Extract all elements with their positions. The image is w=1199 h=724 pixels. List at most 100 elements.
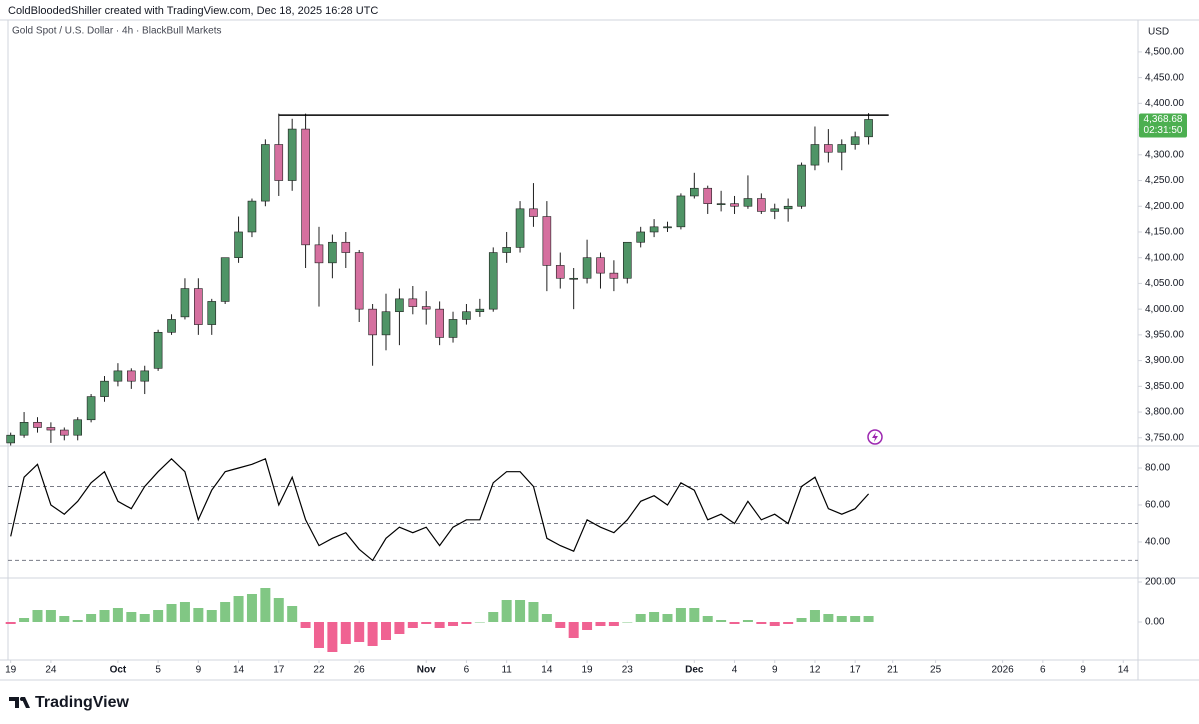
histogram-bar (662, 614, 673, 622)
y-tick-label: 3,900.00 (1145, 355, 1184, 366)
histogram-bar (608, 622, 619, 626)
candle-body (86, 396, 96, 421)
brand-name[interactable]: TradingView (35, 694, 130, 711)
candle-body (354, 252, 364, 310)
x-tick-label: 17 (850, 665, 862, 676)
x-tick-label: 11 (501, 665, 512, 676)
histogram-bar (515, 600, 526, 622)
histogram-bar (19, 618, 30, 622)
candle-body (274, 144, 284, 181)
candle-body (46, 427, 56, 431)
histogram-bar (166, 604, 177, 622)
x-tick-label: 2026 (991, 665, 1014, 676)
histogram-bar (179, 602, 190, 622)
candle-body (381, 311, 391, 336)
candle-body (368, 308, 377, 336)
candle-body (475, 308, 485, 313)
histogram-bar (153, 610, 164, 622)
y-tick-label: 4,450.00 (1145, 72, 1184, 83)
candle-body (850, 136, 860, 145)
price-tag (1139, 113, 1187, 138)
candle-body (462, 311, 471, 320)
candle-body (488, 252, 498, 310)
candle-body (19, 422, 29, 436)
x-tick-label: Nov (417, 665, 436, 676)
candle-body (167, 319, 176, 333)
histogram-bar (86, 614, 97, 622)
histogram-bar (246, 594, 257, 622)
candle-body (730, 203, 739, 207)
histogram-bar (434, 622, 445, 628)
histogram-bar (327, 622, 338, 652)
histogram-bar (863, 616, 874, 622)
candle-body (596, 257, 605, 274)
y-tick-label: 80.00 (1145, 463, 1170, 474)
histogram-bar (769, 622, 780, 626)
histogram-bar (823, 614, 834, 622)
y-tick-label: 4,100.00 (1145, 252, 1184, 263)
x-tick-label: 12 (809, 665, 821, 676)
x-tick-label: 21 (887, 665, 899, 676)
y-tick-label: 3,750.00 (1145, 432, 1184, 443)
x-tick-label: 6 (1040, 665, 1046, 676)
candle-body (783, 205, 793, 210)
y-tick-label: 4,050.00 (1145, 278, 1184, 289)
y-tick-label: 200.00 (1145, 577, 1176, 588)
histogram-bar (340, 622, 351, 644)
histogram-bar (809, 610, 820, 622)
candle-body (194, 288, 203, 325)
brand-logo[interactable]: TradingView (9, 694, 130, 711)
y-tick-label: 0.00 (1145, 617, 1165, 628)
candle-body (408, 298, 418, 307)
candle-body (529, 208, 538, 217)
x-tick-label: 19 (5, 665, 17, 676)
x-tick-label: 23 (622, 665, 634, 676)
histogram-bar (448, 622, 459, 626)
histogram-bar (72, 620, 83, 622)
histogram-bar (836, 616, 847, 622)
x-tick-label: 4 (732, 665, 738, 676)
candle-body (649, 226, 659, 233)
histogram-bar (635, 614, 646, 622)
y-tick-label: 3,800.00 (1145, 407, 1184, 418)
candle-body (797, 164, 806, 207)
histogram-bar (112, 608, 123, 622)
y-tick-label: 3,950.00 (1145, 330, 1184, 341)
histogram-bar (260, 588, 271, 622)
candle-body (502, 247, 511, 253)
candle-body (582, 257, 592, 279)
histogram-bar (354, 622, 365, 642)
candle-body (180, 288, 190, 318)
histogram-bar (622, 622, 633, 623)
candle-body (127, 370, 136, 382)
x-tick-label: 24 (45, 665, 57, 676)
x-tick-label: 26 (354, 665, 366, 676)
x-tick-label: Dec (685, 665, 704, 676)
histogram-bar (220, 602, 231, 622)
candle-body (59, 429, 69, 436)
candle-body (716, 203, 726, 205)
histogram-bar (488, 612, 499, 622)
y-tick-label: 60.00 (1145, 500, 1170, 511)
candle-body (743, 198, 753, 207)
histogram-bar (756, 622, 767, 624)
price-tag-value: 4,368.68 (1144, 114, 1183, 125)
histogram-bar (139, 614, 150, 622)
histogram-bar (796, 618, 807, 622)
candle-body (33, 422, 42, 428)
candle-body (341, 241, 351, 253)
x-tick-label: 25 (930, 665, 942, 676)
lightning-icon[interactable] (867, 429, 883, 445)
candle-body (622, 241, 632, 279)
histogram-bar (407, 622, 418, 628)
histogram-bar (675, 608, 686, 622)
candle-body (328, 241, 337, 264)
histogram-bar (850, 616, 861, 622)
histogram-bar (394, 622, 405, 634)
y-tick-label: 4,250.00 (1145, 175, 1184, 186)
candle-body (6, 434, 15, 444)
histogram-bar (421, 622, 432, 624)
x-tick-label: 6 (464, 665, 470, 676)
candle-body (247, 200, 257, 233)
